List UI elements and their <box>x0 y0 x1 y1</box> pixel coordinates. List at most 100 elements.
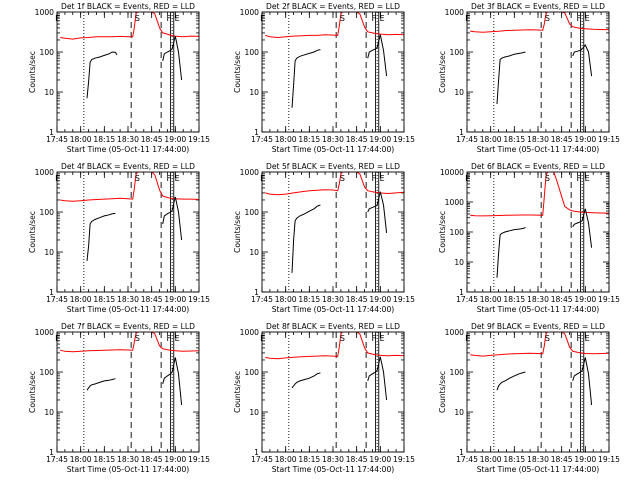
events-series-line <box>496 227 526 278</box>
plot-frame <box>261 11 405 133</box>
x-tick-label: 18:30 <box>322 135 344 144</box>
y-tick-label: 10 <box>249 408 259 417</box>
marker-label-e2: E <box>175 174 180 183</box>
x-tick-label: 18:00 <box>275 135 297 144</box>
x-tick-label: 19:00 <box>369 135 391 144</box>
x-tick-label: 19:00 <box>574 455 596 464</box>
marker-label-e2: E <box>585 334 590 343</box>
x-tick-label: 19:15 <box>598 455 620 464</box>
events-series-line <box>572 208 593 248</box>
y-tick-label: 1000 <box>35 168 54 177</box>
x-tick-label: 18:15 <box>93 135 115 144</box>
x-tick-label: 18:45 <box>551 455 573 464</box>
panel-title: Det 6f BLACK = Events, RED = LLD <box>471 162 605 171</box>
marker-label-s: S <box>135 14 140 23</box>
marker-label-f: F <box>166 14 171 23</box>
lld-series-line <box>470 172 609 217</box>
events-series-line <box>367 191 388 233</box>
marker-label-e: E <box>260 174 265 183</box>
panel-9: Det 9f BLACK = Events, RED = LLD Counts/s… <box>438 322 620 474</box>
marker-label-s: S <box>545 334 550 343</box>
x-tick-label: 19:00 <box>574 295 596 304</box>
marker-label-e: E <box>55 14 60 23</box>
events-series-line <box>162 357 183 406</box>
events-series-line <box>572 44 593 77</box>
lld-series-line <box>470 332 609 357</box>
x-tick-label: 18:00 <box>70 295 92 304</box>
x-axis-label: Start Time (05-Oct-11 17:44:00) <box>477 145 600 154</box>
events-series-line <box>291 49 321 108</box>
marker-label-f: F <box>371 334 376 343</box>
x-axis-label: Start Time (05-Oct-11 17:44:00) <box>272 145 395 154</box>
marker-label-e: E <box>465 334 470 343</box>
x-tick-label: 19:15 <box>188 455 210 464</box>
x-tick-label: 19:00 <box>164 295 186 304</box>
x-tick-label: 18:15 <box>93 295 115 304</box>
x-tick-label: 18:45 <box>141 295 163 304</box>
events-series-line <box>86 51 118 99</box>
panel-title: Det 5f BLACK = Events, RED = LLD <box>266 162 400 171</box>
x-tick-label: 18:15 <box>298 295 320 304</box>
marker-label-s: S <box>135 174 140 183</box>
lld-series-line <box>265 12 404 39</box>
x-tick-label: 18:45 <box>551 295 573 304</box>
x-tick-label: 18:15 <box>503 295 525 304</box>
y-tick-label: 1 <box>49 128 54 137</box>
events-series-line <box>291 204 321 273</box>
marker-label-e2: E <box>380 14 385 23</box>
x-tick-label: 19:15 <box>188 295 210 304</box>
x-tick-label: 19:15 <box>598 295 620 304</box>
events-series-line <box>86 378 116 391</box>
y-axis-label: Counts/sec <box>438 371 447 413</box>
x-tick-label: 18:30 <box>322 295 344 304</box>
x-tick-label: 19:15 <box>393 295 415 304</box>
x-tick-label: 17:45 <box>456 135 478 144</box>
y-tick-label: 100 <box>245 48 260 57</box>
plot-frame <box>466 11 610 133</box>
plot-frame <box>466 171 610 293</box>
marker-label-s: S <box>545 174 550 183</box>
x-tick-label: 18:45 <box>346 455 368 464</box>
panel-8: Det 8f BLACK = Events, RED = LLD Counts/s… <box>233 322 415 474</box>
y-tick-label: 1000 <box>445 328 464 337</box>
x-tick-label: 18:15 <box>298 135 320 144</box>
marker-label-f: F <box>576 174 581 183</box>
y-tick-label: 10 <box>44 408 54 417</box>
x-tick-label: 17:45 <box>251 135 273 144</box>
lld-series-line <box>60 12 199 40</box>
marker-label-f: F <box>166 334 171 343</box>
y-axis-label: Counts/sec <box>28 211 37 253</box>
x-tick-label: 18:45 <box>141 135 163 144</box>
x-tick-label: 18:00 <box>480 455 502 464</box>
x-axis-label: Start Time (05-Oct-11 17:44:00) <box>477 465 600 474</box>
y-tick-label: 100 <box>450 368 465 377</box>
plot-frame <box>261 331 405 453</box>
x-axis-label: Start Time (05-Oct-11 17:44:00) <box>67 465 190 474</box>
x-tick-label: 18:30 <box>117 455 139 464</box>
plot-frame <box>466 331 610 453</box>
x-tick-label: 18:30 <box>527 135 549 144</box>
panel-title: Det 4f BLACK = Events, RED = LLD <box>61 162 195 171</box>
marker-label-s: S <box>340 174 345 183</box>
y-tick-label: 100 <box>40 368 55 377</box>
panel-1: Det 1f BLACK = Events, RED = LLD Counts/s… <box>28 2 210 154</box>
y-tick-label: 1000 <box>35 328 54 337</box>
x-tick-label: 18:00 <box>480 295 502 304</box>
panel-title: Det 7f BLACK = Events, RED = LLD <box>61 322 195 331</box>
x-tick-label: 19:00 <box>164 135 186 144</box>
x-tick-label: 17:45 <box>456 295 478 304</box>
marker-label-e2: E <box>380 334 385 343</box>
x-axis-label: Start Time (05-Oct-11 17:44:00) <box>67 145 190 154</box>
y-tick-label: 1000 <box>445 198 464 207</box>
x-tick-label: 17:45 <box>251 295 273 304</box>
y-axis-label: Counts/sec <box>233 211 242 253</box>
marker-label-e: E <box>260 334 265 343</box>
y-tick-label: 1000 <box>240 328 259 337</box>
x-tick-label: 19:00 <box>574 135 596 144</box>
x-tick-label: 18:45 <box>346 295 368 304</box>
x-tick-label: 19:15 <box>393 135 415 144</box>
y-axis-label: Counts/sec <box>438 51 447 93</box>
x-tick-label: 18:15 <box>503 455 525 464</box>
x-axis-label: Start Time (05-Oct-11 17:44:00) <box>272 465 395 474</box>
events-series-line <box>496 371 526 391</box>
